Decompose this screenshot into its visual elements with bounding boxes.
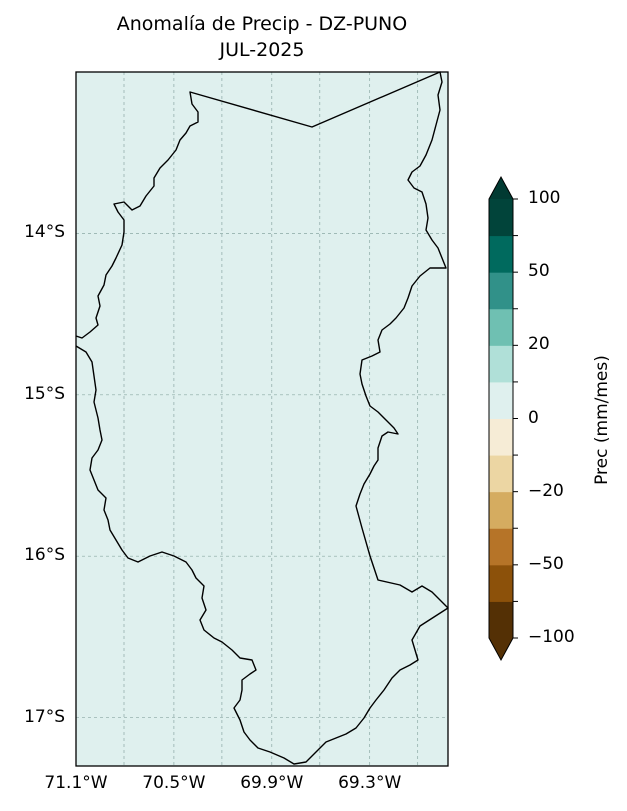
colorbar-tick-label: −100 [528, 627, 575, 647]
colorbar-segment [489, 381, 513, 419]
x-tick-label: 69.9°W [240, 773, 304, 793]
x-tick-label: 71.1°W [44, 773, 108, 793]
y-tick-label: 17°S [24, 706, 65, 727]
colorbar-tick-label: 0 [528, 407, 539, 428]
gridlines [75, 72, 448, 766]
x-tick-label: 69.3°W [338, 773, 402, 793]
colorbar-tick-label: 20 [528, 334, 550, 355]
colorbar-segment [489, 272, 513, 310]
colorbar-tick-label: −50 [528, 553, 564, 574]
colorbar-segment [489, 199, 513, 237]
map-panel [75, 71, 449, 767]
y-tick-label: 14°S [24, 222, 65, 243]
colorbar-tick-label: 100 [528, 188, 561, 208]
colorbar-segment [489, 345, 513, 383]
map-field [76, 72, 448, 766]
colorbar-segment [489, 308, 513, 346]
colorbar-tick-label: −20 [528, 480, 564, 501]
map-frame [75, 71, 449, 767]
y-tick-label: 16°S [24, 545, 65, 566]
colorbar-segment [489, 418, 513, 456]
y-tick-label: 15°S [24, 383, 65, 404]
colorbar [488, 175, 518, 662]
colorbar-extend-max [489, 177, 513, 199]
colorbar-extend-min [489, 638, 513, 660]
colorbar-segment [489, 455, 513, 493]
region-boundary [75, 71, 449, 765]
colorbar-segment [489, 564, 513, 602]
colorbar-segment [489, 528, 513, 566]
colorbar-segment [489, 235, 513, 273]
x-tick-label: 70.5°W [142, 773, 206, 793]
chart-subtitle: JUL-2025 [219, 39, 305, 61]
colorbar-segment [489, 491, 513, 529]
colorbar-tick-label: 50 [528, 261, 550, 282]
colorbar-segment [489, 601, 513, 639]
chart-title: Anomalía de Precip - DZ-PUNO [116, 13, 408, 35]
colorbar-label: Prec (mm/mes) [592, 355, 612, 485]
